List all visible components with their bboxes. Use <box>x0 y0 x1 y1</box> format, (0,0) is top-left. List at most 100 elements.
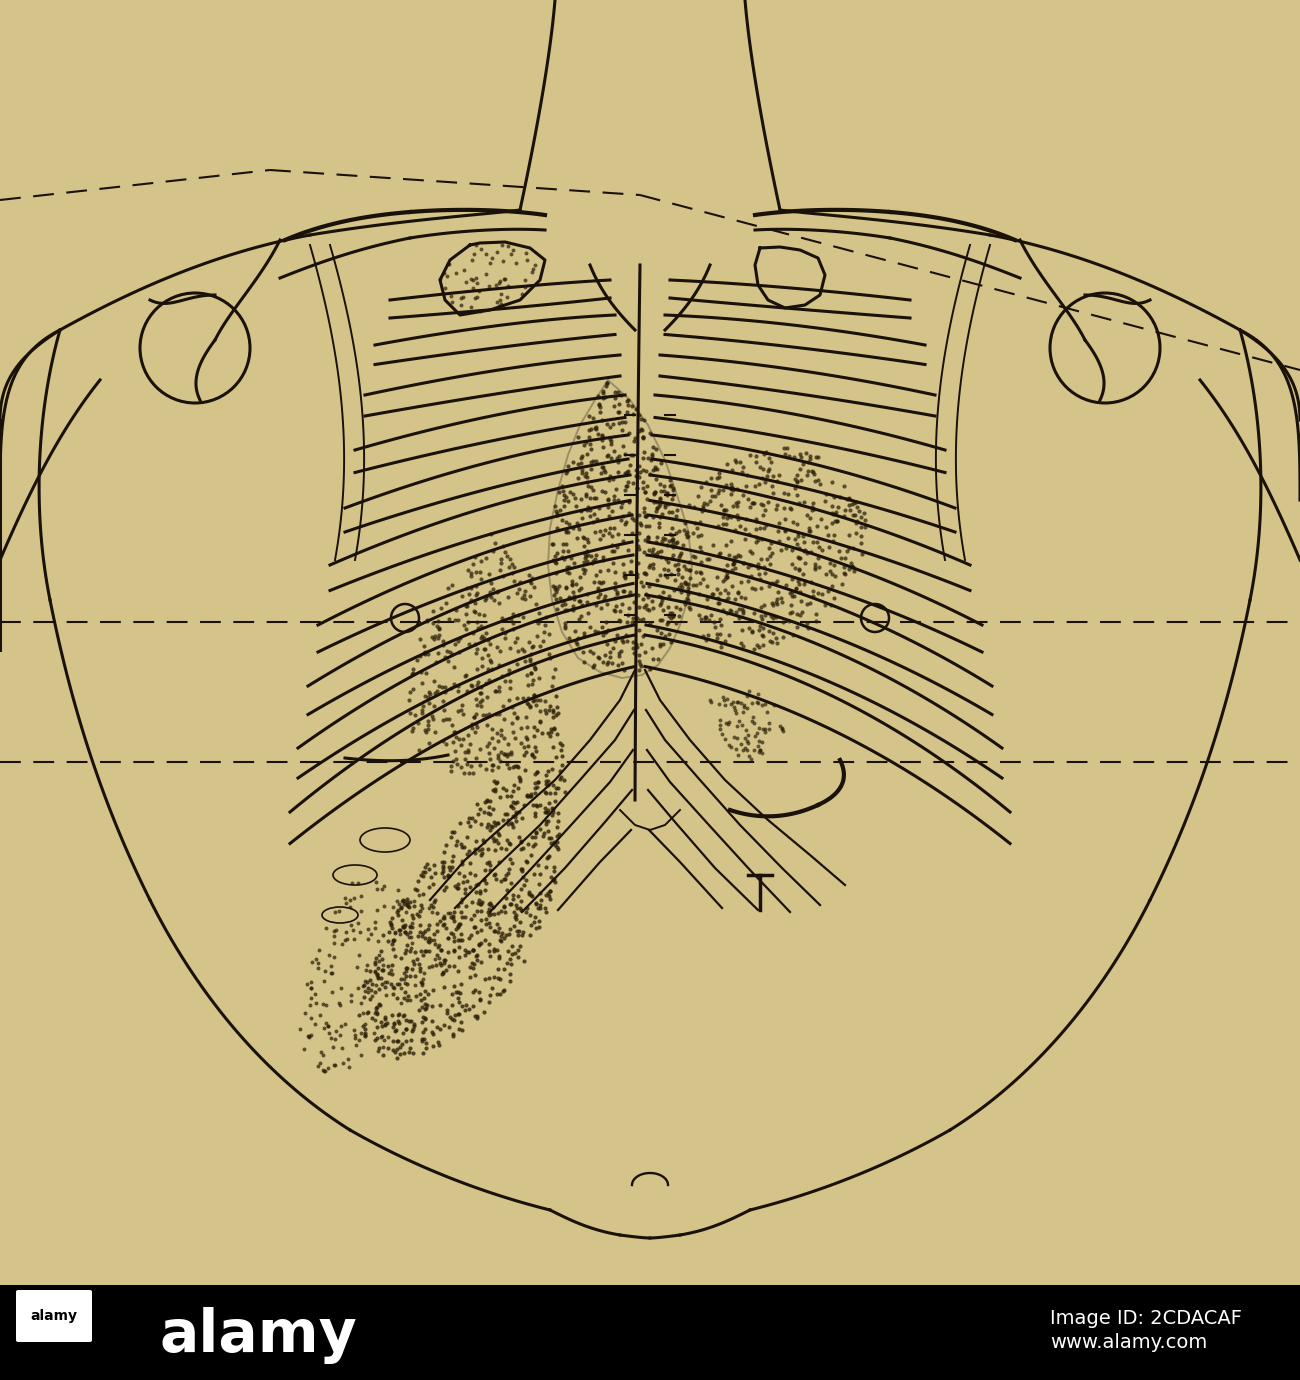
Point <box>448 936 469 958</box>
Point <box>516 869 537 891</box>
Point <box>802 500 823 522</box>
Point <box>406 985 426 1007</box>
Point <box>344 887 365 909</box>
Point <box>720 737 741 759</box>
Point <box>497 545 517 567</box>
Point <box>744 740 764 762</box>
Point <box>697 588 718 610</box>
Point <box>456 270 477 293</box>
Point <box>370 1025 391 1047</box>
Point <box>772 718 793 740</box>
Point <box>438 254 459 276</box>
Point <box>608 400 629 422</box>
Point <box>575 545 595 567</box>
Point <box>786 617 807 639</box>
Point <box>820 593 841 615</box>
Point <box>406 974 426 996</box>
Point <box>546 745 567 767</box>
Point <box>567 468 588 490</box>
Point <box>569 519 590 541</box>
Point <box>777 483 798 505</box>
Point <box>618 540 638 562</box>
Point <box>690 511 711 533</box>
Point <box>442 923 463 945</box>
Point <box>497 803 517 825</box>
Point <box>490 983 511 1005</box>
Point <box>615 564 636 586</box>
Point <box>523 835 543 857</box>
Point <box>576 540 597 562</box>
Point <box>506 253 526 275</box>
Point <box>841 555 862 577</box>
Point <box>718 555 738 577</box>
Text: www.alamy.com: www.alamy.com <box>1050 1333 1208 1351</box>
Point <box>448 1018 469 1041</box>
Point <box>517 687 538 709</box>
Point <box>575 542 595 564</box>
Point <box>473 800 494 822</box>
Point <box>567 515 588 537</box>
Point <box>578 544 599 566</box>
Point <box>806 610 827 632</box>
Point <box>519 631 540 653</box>
Point <box>524 716 545 738</box>
Point <box>750 577 771 599</box>
Point <box>485 919 506 941</box>
Point <box>481 658 502 680</box>
Point <box>755 562 776 584</box>
Point <box>488 967 508 989</box>
Point <box>380 959 400 981</box>
Point <box>434 976 455 998</box>
Point <box>439 901 460 923</box>
Point <box>382 954 403 976</box>
Point <box>378 962 399 984</box>
Point <box>489 851 510 874</box>
Point <box>696 629 716 651</box>
Point <box>685 546 706 569</box>
Point <box>552 593 573 615</box>
Point <box>495 621 516 643</box>
Point <box>394 890 415 912</box>
Point <box>633 501 654 523</box>
Point <box>707 622 728 644</box>
Point <box>708 592 729 614</box>
Point <box>642 598 663 620</box>
Point <box>581 476 602 498</box>
Point <box>606 537 627 559</box>
Point <box>598 487 619 509</box>
Point <box>592 424 612 446</box>
Point <box>573 526 594 548</box>
Point <box>477 736 498 758</box>
Point <box>690 476 711 498</box>
Point <box>523 258 543 280</box>
Point <box>480 916 500 938</box>
Point <box>543 860 564 882</box>
Point <box>789 493 810 515</box>
Point <box>307 1056 328 1078</box>
Point <box>474 638 495 660</box>
Point <box>615 513 636 535</box>
Point <box>476 713 497 736</box>
Point <box>530 889 551 911</box>
Point <box>767 632 788 654</box>
Point <box>390 1036 411 1058</box>
Point <box>465 875 486 897</box>
Point <box>489 680 510 702</box>
Point <box>515 901 536 923</box>
Point <box>705 615 725 638</box>
Point <box>809 556 829 578</box>
Point <box>491 283 512 305</box>
Point <box>402 1020 422 1042</box>
Point <box>478 669 499 691</box>
Point <box>640 613 660 635</box>
Point <box>464 954 485 976</box>
Point <box>433 914 454 936</box>
Point <box>759 545 780 567</box>
Point <box>541 828 562 850</box>
Point <box>524 805 545 827</box>
Point <box>433 952 454 974</box>
Point <box>563 595 584 617</box>
Point <box>779 444 800 466</box>
Point <box>415 856 436 878</box>
Point <box>452 905 473 927</box>
